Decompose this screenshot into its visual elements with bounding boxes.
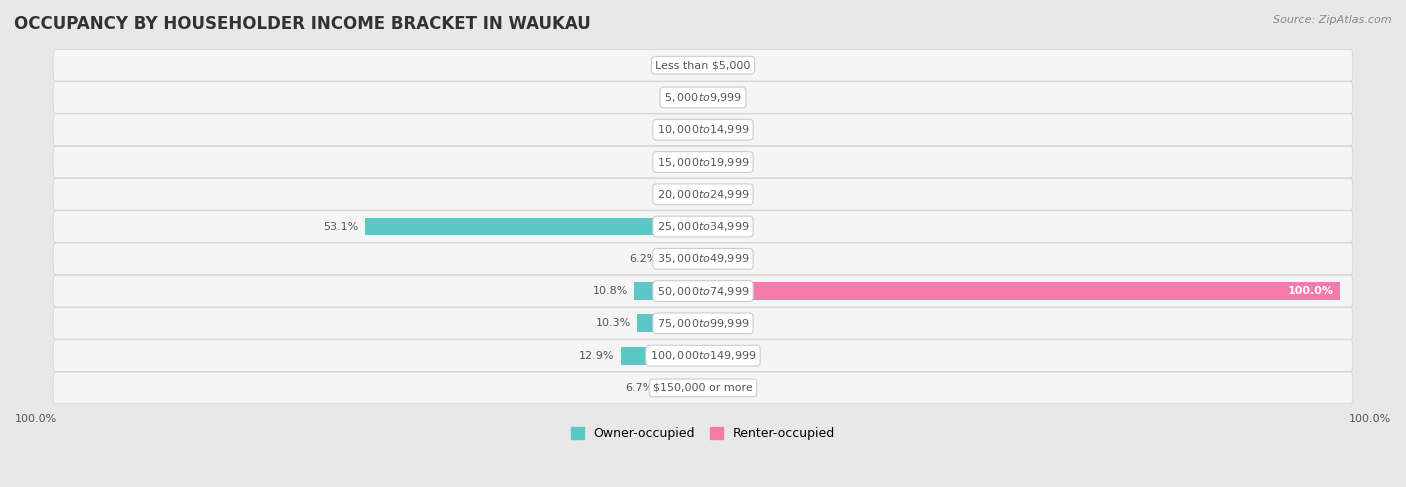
Text: 0.0%: 0.0% xyxy=(710,125,738,135)
Text: 0.0%: 0.0% xyxy=(668,157,696,167)
Text: 0.0%: 0.0% xyxy=(710,254,738,264)
Text: 0.0%: 0.0% xyxy=(668,60,696,70)
Text: $75,000 to $99,999: $75,000 to $99,999 xyxy=(657,317,749,330)
Text: Source: ZipAtlas.com: Source: ZipAtlas.com xyxy=(1274,15,1392,25)
Text: 0.0%: 0.0% xyxy=(710,157,738,167)
Text: Less than $5,000: Less than $5,000 xyxy=(655,60,751,70)
Text: 53.1%: 53.1% xyxy=(323,222,359,231)
Text: 100.0%: 100.0% xyxy=(15,414,58,424)
Text: $50,000 to $74,999: $50,000 to $74,999 xyxy=(657,284,749,298)
Text: 10.3%: 10.3% xyxy=(596,318,631,328)
FancyBboxPatch shape xyxy=(53,178,1353,210)
Text: $5,000 to $9,999: $5,000 to $9,999 xyxy=(664,91,742,104)
FancyBboxPatch shape xyxy=(53,340,1353,372)
Text: $35,000 to $49,999: $35,000 to $49,999 xyxy=(657,252,749,265)
Text: $25,000 to $34,999: $25,000 to $34,999 xyxy=(657,220,749,233)
Text: OCCUPANCY BY HOUSEHOLDER INCOME BRACKET IN WAUKAU: OCCUPANCY BY HOUSEHOLDER INCOME BRACKET … xyxy=(14,15,591,33)
FancyBboxPatch shape xyxy=(53,82,1353,113)
Text: $10,000 to $14,999: $10,000 to $14,999 xyxy=(657,123,749,136)
FancyBboxPatch shape xyxy=(53,308,1353,339)
Text: $150,000 or more: $150,000 or more xyxy=(654,383,752,393)
Text: $100,000 to $149,999: $100,000 to $149,999 xyxy=(650,349,756,362)
Text: 0.0%: 0.0% xyxy=(710,351,738,361)
Text: 0.0%: 0.0% xyxy=(710,189,738,199)
Text: 6.2%: 6.2% xyxy=(628,254,657,264)
Bar xyxy=(634,282,703,300)
Text: 100.0%: 100.0% xyxy=(1348,414,1391,424)
Text: 0.0%: 0.0% xyxy=(710,93,738,102)
Bar xyxy=(637,315,703,332)
Bar xyxy=(621,347,703,364)
Bar xyxy=(703,282,1340,300)
FancyBboxPatch shape xyxy=(53,211,1353,243)
Text: 0.0%: 0.0% xyxy=(710,318,738,328)
FancyBboxPatch shape xyxy=(53,372,1353,404)
Text: 0.0%: 0.0% xyxy=(668,125,696,135)
Bar xyxy=(664,250,703,268)
Text: 0.0%: 0.0% xyxy=(710,60,738,70)
Bar xyxy=(661,379,703,397)
Text: 0.0%: 0.0% xyxy=(710,383,738,393)
Legend: Owner-occupied, Renter-occupied: Owner-occupied, Renter-occupied xyxy=(571,428,835,440)
Text: 0.0%: 0.0% xyxy=(668,189,696,199)
Text: $20,000 to $24,999: $20,000 to $24,999 xyxy=(657,188,749,201)
Text: 12.9%: 12.9% xyxy=(579,351,614,361)
Bar xyxy=(364,218,703,235)
Text: $15,000 to $19,999: $15,000 to $19,999 xyxy=(657,155,749,169)
FancyBboxPatch shape xyxy=(53,146,1353,178)
Text: 0.0%: 0.0% xyxy=(668,93,696,102)
Text: 10.8%: 10.8% xyxy=(592,286,628,296)
Text: 6.7%: 6.7% xyxy=(626,383,654,393)
FancyBboxPatch shape xyxy=(53,243,1353,275)
Text: 100.0%: 100.0% xyxy=(1288,286,1334,296)
FancyBboxPatch shape xyxy=(53,114,1353,146)
Text: 0.0%: 0.0% xyxy=(710,222,738,231)
FancyBboxPatch shape xyxy=(53,49,1353,81)
FancyBboxPatch shape xyxy=(53,275,1353,307)
